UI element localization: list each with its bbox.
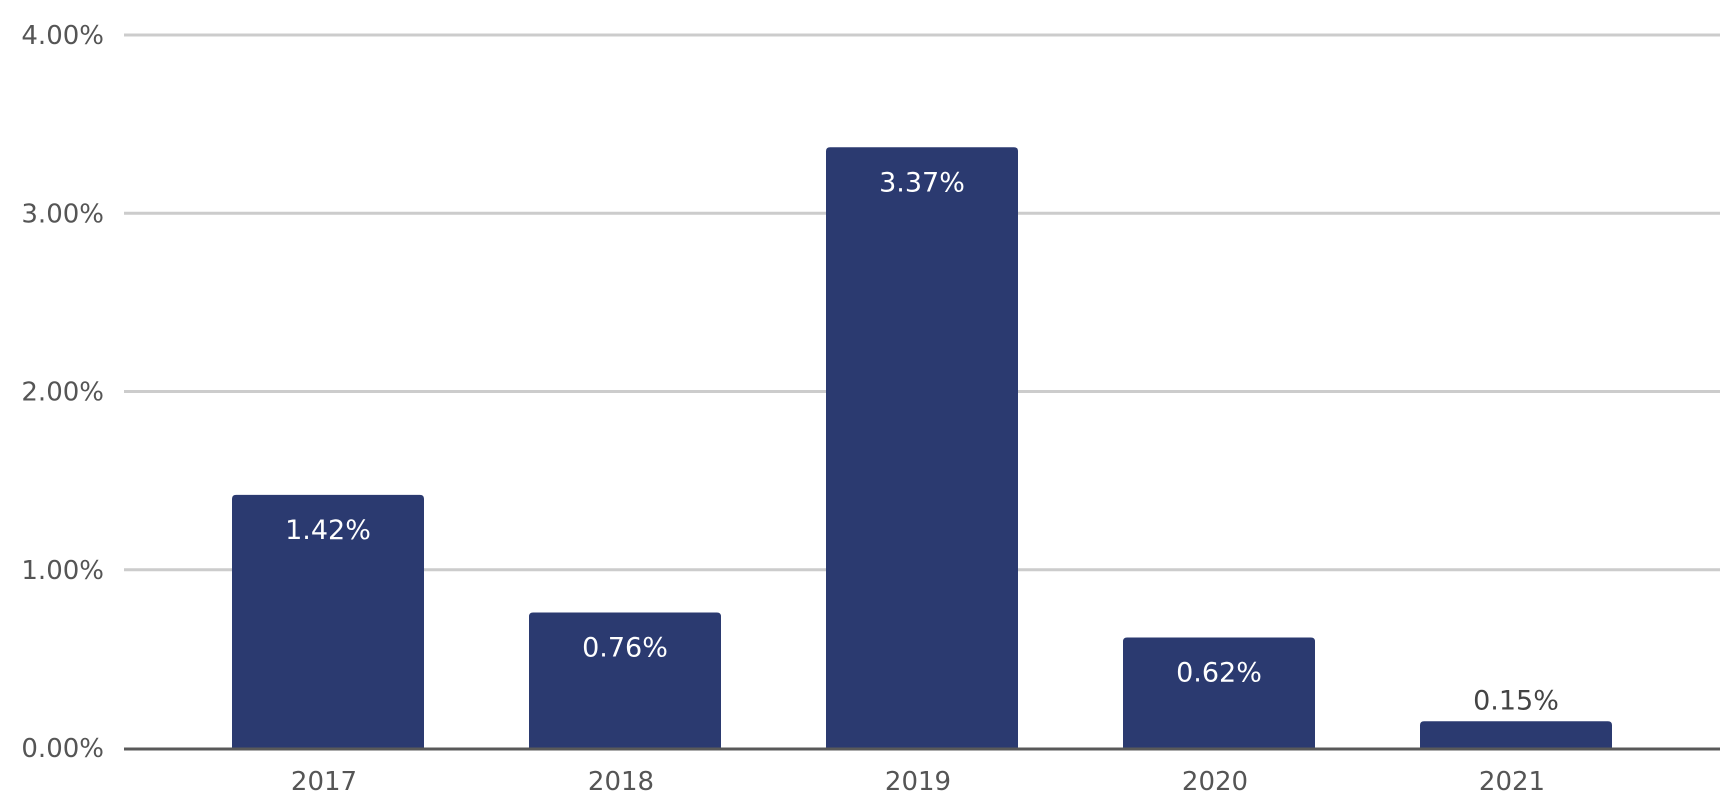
data-label: 0.62% <box>1176 657 1262 688</box>
x-tick-label: 2019 <box>885 767 951 797</box>
data-labels: 1.42% 0.76% 3.37% 0.62% 0.15% <box>285 167 1559 716</box>
bar-2018 <box>529 612 721 748</box>
data-label: 0.15% <box>1473 685 1559 716</box>
data-label: 3.37% <box>879 167 965 198</box>
x-tick-label: 2017 <box>291 767 357 797</box>
data-label: 1.42% <box>285 515 371 546</box>
y-tick-label: 0.00% <box>21 734 104 764</box>
data-label: 0.76% <box>582 633 668 664</box>
x-tick-label: 2021 <box>1479 767 1545 797</box>
y-tick-label: 4.00% <box>21 21 104 51</box>
bars <box>232 147 1612 749</box>
x-tick-label: 2018 <box>588 767 654 797</box>
y-tick-label: 2.00% <box>21 378 104 408</box>
x-tick-label: 2020 <box>1182 767 1248 797</box>
y-axis-tick-labels: 0.00% 1.00% 2.00% 3.00% 4.00% <box>21 21 104 764</box>
y-tick-label: 3.00% <box>21 199 104 229</box>
x-axis-tick-labels: 2017 2018 2019 2020 2021 <box>291 767 1545 797</box>
bar-2021 <box>1420 721 1612 748</box>
y-tick-label: 1.00% <box>21 556 104 586</box>
bar-2017 <box>232 494 424 748</box>
bar-2019 <box>826 147 1018 749</box>
bar-2020 <box>1123 637 1315 748</box>
